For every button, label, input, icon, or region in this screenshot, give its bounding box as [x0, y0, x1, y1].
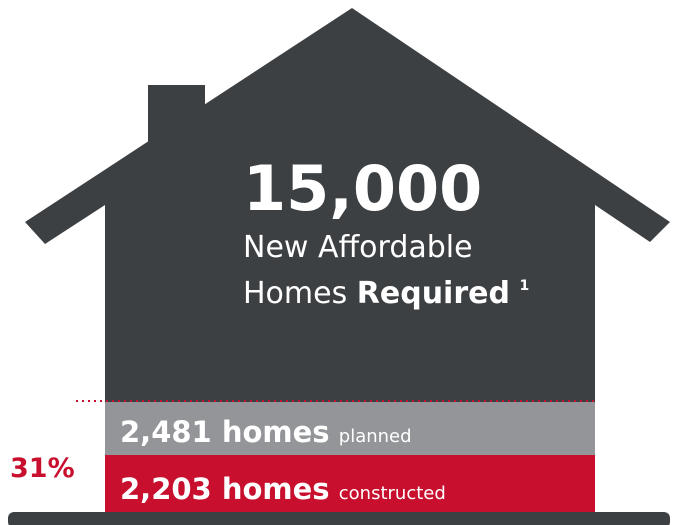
house	[25, 8, 670, 512]
planned-count: 2,481 homes	[120, 415, 330, 449]
headline-bold: Required	[357, 276, 510, 311]
planned-text: 2,481 homes planned	[120, 415, 412, 449]
constructed-count: 2,203 homes	[120, 472, 330, 506]
planned-band	[105, 402, 595, 455]
constructed-band	[105, 455, 595, 512]
constructed-text: 2,203 homes constructed	[120, 472, 446, 506]
planned-label: planned	[339, 426, 412, 447]
headline-line1: New Affordable	[243, 230, 473, 265]
headline-number: 15,000	[243, 152, 482, 225]
footnote: 1	[520, 278, 530, 294]
headline-regular: Homes	[243, 276, 347, 311]
base	[8, 512, 670, 525]
percent: 31%	[10, 453, 75, 484]
headline-line2: Homes Required 1	[243, 276, 529, 311]
constructed-label: constructed	[339, 483, 446, 504]
